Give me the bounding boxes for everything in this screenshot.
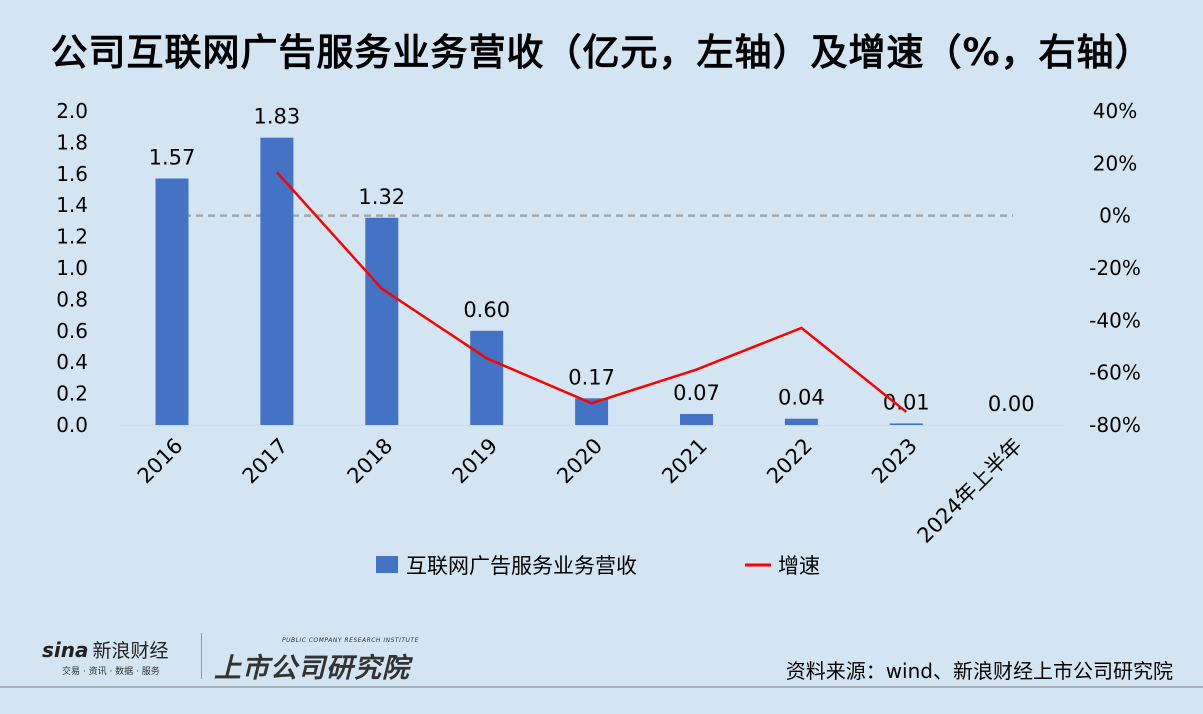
- left-axis-tick: 1.4: [56, 193, 88, 217]
- institute-logo: 上市公司研究院: [214, 653, 410, 684]
- left-axis-tick: 1.8: [56, 130, 88, 154]
- right-axis-tick: -20%: [1089, 256, 1141, 280]
- left-axis-tick: 0.8: [56, 287, 88, 311]
- x-axis-label: 2023: [867, 434, 922, 489]
- bar-2023: [889, 423, 923, 425]
- bar-2019: [470, 330, 504, 425]
- bar-2018: [365, 217, 399, 425]
- x-axis-label: 2018: [343, 434, 398, 489]
- right-axis-tick: 20%: [1093, 151, 1137, 175]
- bar-2021: [680, 414, 713, 425]
- legend-line-label: 增速: [778, 554, 820, 578]
- legend-bar-label: 互联网广告服务业务营收: [406, 554, 637, 578]
- left-axis-tick: 0.6: [56, 319, 88, 343]
- logo-separator: [201, 633, 202, 679]
- bar-2022: [784, 418, 818, 425]
- bar-data-label: 1.32: [358, 185, 405, 209]
- sina-logo: sina 新浪财经 交易 · 资讯 · 数据 · 服务: [42, 638, 169, 677]
- right-axis-tick: 0%: [1099, 204, 1131, 228]
- bar-data-label: 0.04: [778, 386, 825, 410]
- bar-2017: [260, 137, 294, 425]
- left-axis-tick: 0.2: [56, 382, 88, 406]
- bar-2016: [155, 178, 189, 425]
- x-axis-label: 2017: [238, 434, 293, 489]
- left-axis-tick: 1.2: [56, 225, 88, 249]
- left-axis-tick: 1.6: [56, 162, 88, 186]
- bar-data-label: 0.60: [463, 298, 510, 322]
- right-axis-tick: 40%: [1093, 99, 1137, 123]
- bar-data-label: 1.83: [254, 105, 301, 129]
- x-axis-label: 2024年上半年: [913, 434, 1027, 548]
- x-axis-label: 2019: [447, 434, 502, 489]
- bar-data-label: 0.00: [988, 392, 1035, 416]
- left-axis-tick: 0.4: [56, 350, 88, 374]
- legend-bar-swatch: [376, 556, 398, 573]
- bar-data-label: 0.17: [568, 365, 615, 389]
- footer-divider: [0, 686, 1203, 688]
- bar-data-label: 1.57: [149, 146, 196, 170]
- institute-logo-en: PUBLIC COMPANY RESEARCH INSTITUTE: [282, 637, 419, 644]
- left-axis-tick: 2.0: [56, 99, 88, 123]
- x-axis-label: 2021: [657, 434, 712, 489]
- x-axis-label: 2020: [552, 434, 607, 489]
- right-axis-tick: -40%: [1089, 308, 1141, 332]
- x-axis-label: 2016: [133, 434, 188, 489]
- chart-title: 公司互联网广告服务业务营收（亿元，左轴）及增速（%，右轴）: [50, 31, 1153, 74]
- source-note: 资料来源：wind、新浪财经上市公司研究院: [785, 659, 1173, 683]
- right-axis-tick: -60%: [1089, 361, 1141, 385]
- left-axis-tick: 0.0: [56, 413, 88, 437]
- left-axis-tick: 1.0: [56, 256, 88, 280]
- x-axis-label: 2022: [762, 434, 817, 489]
- right-axis-tick: -80%: [1089, 413, 1141, 437]
- bar-data-label: 0.07: [673, 381, 720, 405]
- sina-logo-subtitle: 交易 · 资讯 · 数据 · 服务: [62, 667, 160, 677]
